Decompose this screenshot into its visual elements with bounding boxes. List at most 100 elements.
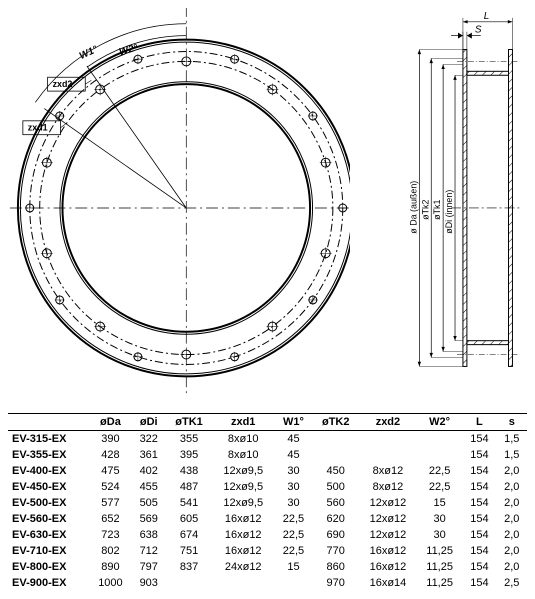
- value-cell: 22,5: [417, 479, 462, 495]
- value-cell: 751: [166, 543, 212, 559]
- value-cell: 11,25: [417, 559, 462, 575]
- value-cell: 837: [166, 559, 212, 575]
- value-cell: 154: [462, 431, 496, 448]
- value-cell: 154: [462, 511, 496, 527]
- value-cell: 652: [89, 511, 131, 527]
- value-cell: 638: [132, 527, 166, 543]
- value-cell: 455: [132, 479, 166, 495]
- table-row: EV-630-EX72363867416xø1222,569012xø12301…: [8, 527, 527, 543]
- value-cell: 723: [89, 527, 131, 543]
- value-cell: 16xø12: [359, 559, 417, 575]
- value-cell: 30: [274, 463, 312, 479]
- value-cell: 390: [89, 431, 131, 448]
- col-header: W1°: [274, 414, 312, 431]
- value-cell: 890: [89, 559, 131, 575]
- value-cell: [359, 431, 417, 448]
- value-cell: 8xø12: [359, 479, 417, 495]
- value-cell: 22,5: [417, 463, 462, 479]
- col-header: zxd1: [212, 414, 274, 431]
- value-cell: 2,5: [497, 575, 527, 591]
- model-cell: EV-315-EX: [8, 431, 89, 448]
- value-cell: 674: [166, 527, 212, 543]
- value-cell: 45: [274, 447, 312, 463]
- value-cell: 154: [462, 575, 496, 591]
- value-cell: 2,0: [497, 543, 527, 559]
- col-header: øDa: [89, 414, 131, 431]
- model-cell: EV-630-EX: [8, 527, 89, 543]
- value-cell: 8xø10: [212, 447, 274, 463]
- value-cell: 11,25: [417, 575, 462, 591]
- value-cell: 15: [417, 495, 462, 511]
- table-row: EV-450-EX52445548712xø9,5305008xø1222,51…: [8, 479, 527, 495]
- value-cell: 395: [166, 447, 212, 463]
- value-cell: 2,0: [497, 463, 527, 479]
- col-header: s: [497, 414, 527, 431]
- value-cell: 30: [417, 511, 462, 527]
- value-cell: 16xø12: [212, 511, 274, 527]
- value-cell: 8xø10: [212, 431, 274, 448]
- col-header: W2°: [417, 414, 462, 431]
- model-cell: EV-900-EX: [8, 575, 89, 591]
- value-cell: 2,0: [497, 527, 527, 543]
- model-cell: EV-355-EX: [8, 447, 89, 463]
- model-cell: EV-710-EX: [8, 543, 89, 559]
- value-cell: 22,5: [274, 527, 312, 543]
- value-cell: 500: [313, 479, 359, 495]
- value-cell: 475: [89, 463, 131, 479]
- diagrams-row: W1°W2°zxd2zxd1 LSø Da (außen)øTk2øTk1øDi…: [8, 8, 527, 403]
- value-cell: 11,25: [417, 543, 462, 559]
- value-cell: 45: [274, 431, 312, 448]
- value-cell: 428: [89, 447, 131, 463]
- value-cell: 797: [132, 559, 166, 575]
- value-cell: 355: [166, 431, 212, 448]
- value-cell: 154: [462, 447, 496, 463]
- model-cell: EV-500-EX: [8, 495, 89, 511]
- value-cell: 154: [462, 559, 496, 575]
- value-cell: 770: [313, 543, 359, 559]
- value-cell: 16xø12: [359, 543, 417, 559]
- value-cell: 1,5: [497, 431, 527, 448]
- svg-text:ø Da (außen): ø Da (außen): [408, 181, 418, 234]
- model-cell: EV-560-EX: [8, 511, 89, 527]
- value-cell: 860: [313, 559, 359, 575]
- dimension-table: øDaøDiøTK1zxd1W1°øTK2zxd2W2°Ls EV-315-EX…: [8, 413, 527, 591]
- value-cell: 16xø12: [212, 527, 274, 543]
- value-cell: [313, 447, 359, 463]
- table-row: EV-500-EX57750554112xø9,53056012xø121515…: [8, 495, 527, 511]
- svg-text:øTk2: øTk2: [420, 200, 430, 220]
- value-cell: 30: [274, 479, 312, 495]
- value-cell: [274, 575, 312, 591]
- value-cell: 903: [132, 575, 166, 591]
- value-cell: 1000: [89, 575, 131, 591]
- value-cell: 12xø12: [359, 495, 417, 511]
- value-cell: [166, 575, 212, 591]
- value-cell: 524: [89, 479, 131, 495]
- value-cell: 12xø9,5: [212, 495, 274, 511]
- table-row: EV-900-EX100090397016xø1411,251542,5: [8, 575, 527, 591]
- svg-text:L: L: [483, 11, 489, 22]
- value-cell: 487: [166, 479, 212, 495]
- table-row: EV-560-EX65256960516xø1222,562012xø12301…: [8, 511, 527, 527]
- value-cell: 402: [132, 463, 166, 479]
- value-cell: 802: [89, 543, 131, 559]
- value-cell: 24xø12: [212, 559, 274, 575]
- value-cell: [212, 575, 274, 591]
- value-cell: 438: [166, 463, 212, 479]
- value-cell: 577: [89, 495, 131, 511]
- svg-text:zxd2: zxd2: [53, 79, 73, 89]
- value-cell: 712: [132, 543, 166, 559]
- col-header: L: [462, 414, 496, 431]
- value-cell: 154: [462, 543, 496, 559]
- value-cell: 154: [462, 463, 496, 479]
- value-cell: 1,5: [497, 447, 527, 463]
- front-view-diagram: W1°W2°zxd2zxd1: [8, 8, 350, 403]
- value-cell: 2,0: [497, 511, 527, 527]
- side-view-diagram: LSø Da (außen)øTk2øTk1øDi (innen): [354, 8, 527, 403]
- value-cell: 569: [132, 511, 166, 527]
- value-cell: 15: [274, 559, 312, 575]
- value-cell: 154: [462, 479, 496, 495]
- value-cell: [313, 431, 359, 448]
- value-cell: 12xø9,5: [212, 479, 274, 495]
- value-cell: 2,0: [497, 479, 527, 495]
- value-cell: 16xø14: [359, 575, 417, 591]
